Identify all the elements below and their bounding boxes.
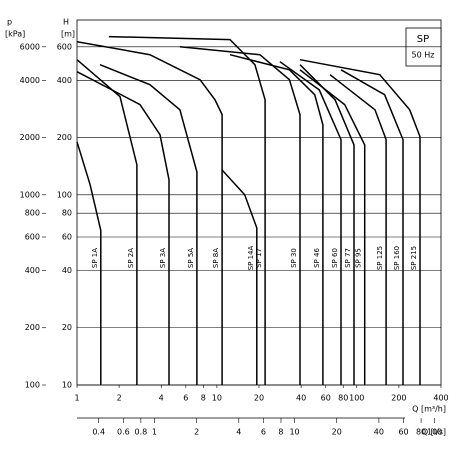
x-tick-label: 2 — [117, 394, 122, 403]
pump-curve — [76, 141, 102, 385]
pump-curve — [229, 53, 324, 385]
x-tick-label: 400 — [433, 394, 448, 403]
pump-curve — [221, 169, 258, 385]
series-label: SP 8A — [212, 248, 220, 268]
chart-subtitle: 50 Hz — [412, 51, 435, 60]
series-label: SP 46 — [313, 248, 321, 268]
series-label: SP 5A — [187, 248, 195, 268]
y-tick-label: 40 — [62, 266, 72, 275]
x-tick-label: 100 — [349, 394, 364, 403]
series-label: SP 125 — [376, 246, 384, 270]
x-tick-label: 20 — [254, 394, 264, 403]
series-label: SP 77 — [344, 248, 352, 268]
y2-tick-label: 100 — [25, 381, 40, 390]
x2-tick-label: 10 — [289, 428, 299, 437]
x2-tick-label: 0.4 — [92, 428, 105, 437]
y-tick-label: 400 — [57, 76, 72, 85]
series-label: SP 3A — [159, 248, 167, 268]
series-label: SP 17 — [255, 248, 263, 268]
pump-curve — [76, 59, 138, 385]
y2-tick-label: 2000 — [20, 133, 40, 142]
pump-curve — [299, 69, 366, 385]
x-tick-label: 4 — [159, 394, 164, 403]
x2-tick-label: 40 — [374, 428, 384, 437]
x2-tick-label: 8 — [278, 428, 283, 437]
x2-tick-label: 6 — [261, 428, 266, 437]
y-tick-label: 100 — [57, 190, 72, 199]
x2-tick-label: 20 — [332, 428, 342, 437]
y2-tick-label: 200 — [25, 323, 40, 332]
y-tick-label: 600 — [57, 42, 72, 51]
x-tick-label: 60 — [321, 394, 331, 403]
y2-tick-label: 600 — [25, 232, 40, 241]
pump-curve — [279, 61, 342, 385]
y2-tick-label: 6000 — [20, 42, 40, 51]
series-label: SP 60 — [331, 248, 339, 268]
pump-curve — [76, 71, 170, 385]
y2-tick-label: 4000 — [20, 76, 40, 85]
x2-tick-label: 60 — [398, 428, 408, 437]
pump-curve — [340, 69, 404, 385]
x-tick-label: 6 — [183, 394, 188, 403]
series-label: SP 2A — [127, 248, 135, 268]
pump-curve — [299, 64, 355, 385]
y-tick-label: 20 — [62, 323, 72, 332]
pump-curve — [329, 74, 387, 385]
series-label: SP 215 — [410, 246, 418, 270]
pump-curve — [299, 58, 421, 385]
y2-tick-label: 400 — [25, 266, 40, 275]
x2-tick-label: 100 — [427, 428, 442, 437]
x-axis-label: Q [m³/h] — [412, 405, 446, 414]
pump-curve — [108, 35, 266, 385]
x2-tick-label: 0.6 — [117, 428, 130, 437]
y2-axis-label: p — [7, 18, 12, 27]
y2-axis-unit: [kPa] — [5, 30, 25, 39]
series-label: SP 160 — [393, 246, 401, 270]
y-tick-label: 60 — [62, 232, 72, 241]
y-tick-label: 10 — [62, 381, 72, 390]
y-axis-label: H — [63, 18, 69, 27]
x2-tick-label: 80 — [416, 428, 426, 437]
x-tick-label: 200 — [391, 394, 406, 403]
series-label: SP 95 — [355, 248, 363, 268]
chart-title: SP — [417, 34, 429, 45]
x-tick-label: 1 — [74, 394, 79, 403]
x-tick-label: 80 — [338, 394, 348, 403]
x2-tick-label: 0.8 — [135, 428, 148, 437]
pump-curve — [179, 45, 301, 385]
y-axis-unit: [m] — [61, 30, 75, 39]
series-label: SP 30 — [290, 248, 298, 268]
x-tick-label: 10 — [212, 394, 222, 403]
x2-tick-label: 2 — [194, 428, 199, 437]
y-tick-label: 200 — [57, 133, 72, 142]
x2-tick-label: 4 — [236, 428, 241, 437]
x2-axis-label: Q [l/s] — [422, 428, 446, 437]
x-tick-label: 8 — [201, 394, 206, 403]
series-label: SP 14A — [247, 246, 255, 271]
x2-tick-label: 1 — [152, 428, 157, 437]
y2-tick-label: 1000 — [20, 190, 40, 199]
y2-tick-label: 800 — [25, 209, 40, 218]
x-tick-label: 40 — [296, 394, 306, 403]
y-tick-label: 80 — [62, 209, 72, 218]
pump-curve — [76, 40, 223, 385]
pump-curve — [99, 64, 198, 385]
series-label: SP 1A — [91, 248, 99, 268]
